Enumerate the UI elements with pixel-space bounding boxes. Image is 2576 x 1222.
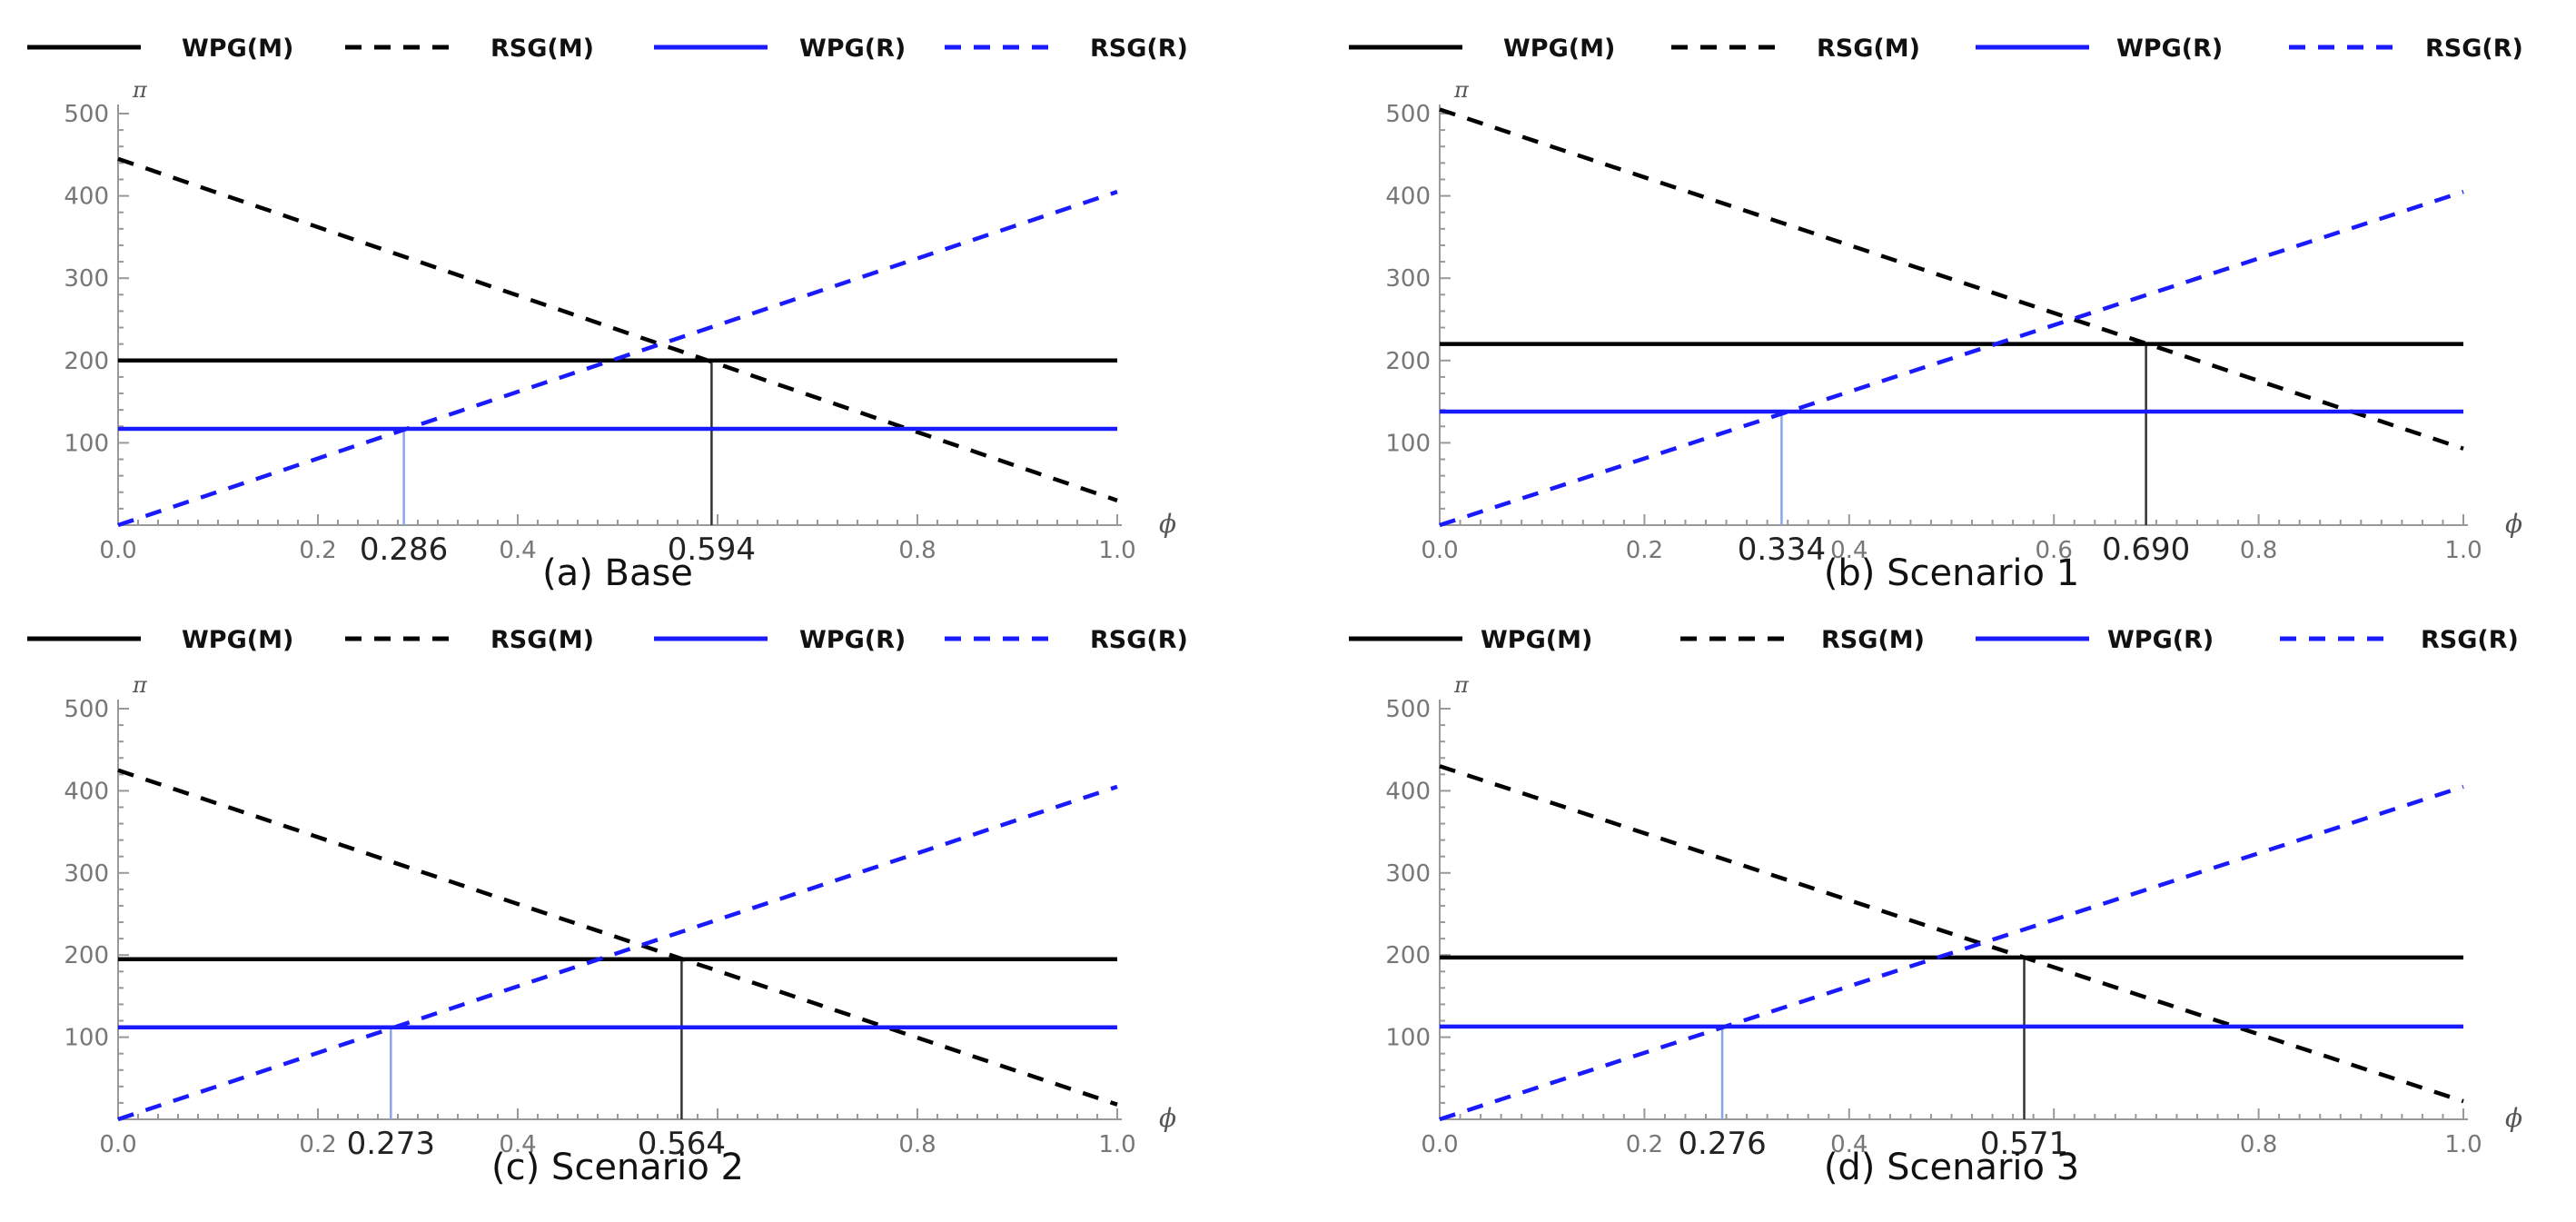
x-tick-label-0-8: 0.8: [2240, 537, 2277, 564]
series-line-rsg-r: [1439, 784, 2464, 1122]
y-tick-label-300: 300: [64, 265, 109, 293]
y-tick-label-500: 500: [1385, 101, 1431, 128]
x-tick-label-0-8: 0.8: [2240, 1131, 2277, 1158]
x-axis-name: ϕ: [2505, 1103, 2522, 1133]
series-line-rsg-r: [117, 784, 1118, 1122]
series-line-rsg-r: [1439, 189, 2464, 528]
legend-label-rsg-m: RSG(M): [490, 626, 594, 654]
y-tick-label-100: 100: [1385, 430, 1431, 457]
x-tick-label-1-0: 1.0: [2444, 537, 2482, 564]
critical-label-0-273: 0.273: [347, 1126, 435, 1162]
x-tick-label-0-4: 0.4: [499, 537, 536, 564]
x-tick-label-0-2: 0.2: [1626, 1131, 1663, 1158]
critical-label-0-690: 0.690: [2102, 532, 2190, 568]
y-tick-label-100: 100: [1385, 1025, 1431, 1052]
series-line-rsg-m: [117, 768, 1118, 1107]
panel-scenario-2: WPG(M) RSG(M) WPG(R) RSG(R) 100 200 300 400 500 0…: [27, 626, 1188, 1188]
x-tick-label-1-0: 1.0: [1098, 537, 1135, 564]
series-line-rsg-m: [117, 156, 1118, 502]
x-tick-label-0-2: 0.2: [299, 537, 336, 564]
y-tick-label-200: 200: [1385, 348, 1431, 375]
legend-label-rsg-m: RSG(M): [490, 35, 594, 63]
legend: WPG(M) RSG(M) WPG(R) RSG(R): [27, 35, 1188, 63]
y-axis-name: π: [132, 77, 148, 103]
x-axis-name: ϕ: [1159, 509, 1176, 539]
critical-label-0-334: 0.334: [1738, 532, 1826, 568]
y-tick-label-400: 400: [64, 184, 109, 211]
legend: WPG(M) RSG(M) WPG(R) RSG(R): [1349, 35, 2523, 63]
y-tick-label-500: 500: [64, 696, 109, 723]
legend-label-rsg-m: RSG(M): [1817, 35, 1920, 63]
legend: WPG(M) RSG(M) WPG(R) RSG(R): [1349, 626, 2519, 654]
y-tick-label-300: 300: [64, 860, 109, 888]
y-tick-label-400: 400: [1385, 184, 1431, 211]
legend-label-wpg-r: WPG(R): [799, 626, 906, 654]
x-tick-label-0-0: 0.0: [1421, 1131, 1458, 1158]
y-tick-label-200: 200: [1385, 942, 1431, 969]
legend-label-rsg-r: RSG(R): [2425, 35, 2523, 63]
legend-label-wpg-m: WPG(M): [1481, 626, 1592, 654]
critical-label-0-286: 0.286: [360, 532, 448, 568]
x-axis-name: ϕ: [2505, 509, 2522, 539]
x-tick-label-1-0: 1.0: [2444, 1131, 2482, 1158]
x-tick-label-0-0: 0.0: [99, 537, 136, 564]
critical-label-0-594: 0.594: [668, 532, 756, 568]
legend-label-rsg-m: RSG(M): [1821, 626, 1925, 654]
legend-label-wpg-m: WPG(M): [1503, 35, 1615, 63]
y-tick-label-400: 400: [64, 778, 109, 805]
legend-label-wpg-r: WPG(R): [799, 35, 906, 63]
y-tick-label-100: 100: [64, 1025, 109, 1052]
series-line-rsg-r: [117, 189, 1118, 528]
series-line-rsg-m: [1439, 107, 2464, 451]
y-axis-name: π: [1453, 672, 1470, 698]
x-tick-label-0-4: 0.4: [499, 1131, 536, 1158]
x-tick-label-0-0: 0.0: [1421, 537, 1458, 564]
critical-label-0-571: 0.571: [1980, 1126, 2068, 1162]
x-tick-label-0-2: 0.2: [1626, 537, 1663, 564]
critical-label-0-564: 0.564: [638, 1126, 726, 1162]
critical-label-0-276: 0.276: [1678, 1126, 1766, 1162]
y-tick-label-300: 300: [1385, 265, 1431, 293]
y-tick-label-500: 500: [64, 101, 109, 128]
y-tick-label-400: 400: [1385, 778, 1431, 805]
legend-label-wpg-m: WPG(M): [182, 35, 293, 63]
panel-title: (b) Scenario 1: [1824, 552, 2079, 594]
legend-label-wpg-r: WPG(R): [2116, 35, 2223, 63]
legend-label-rsg-r: RSG(R): [1090, 35, 1188, 63]
x-tick-label-0-0: 0.0: [99, 1131, 136, 1158]
panel-base: WPG(M) RSG(M) WPG(R) RSG(R) 100 200 300 400 500 0…: [27, 35, 1188, 594]
panel-title: (c) Scenario 2: [491, 1147, 744, 1188]
x-tick-label-0-4: 0.4: [1830, 537, 1868, 564]
x-tick-label-1-0: 1.0: [1098, 1131, 1135, 1158]
y-tick-label-100: 100: [64, 430, 109, 457]
x-tick-label-0-8: 0.8: [898, 537, 936, 564]
y-tick-label-500: 500: [1385, 696, 1431, 723]
x-tick-label-0-2: 0.2: [299, 1131, 336, 1158]
legend: WPG(M) RSG(M) WPG(R) RSG(R): [27, 626, 1188, 654]
y-tick-label-200: 200: [64, 942, 109, 969]
legend-label-rsg-r: RSG(R): [1090, 626, 1188, 654]
y-axis-name: π: [132, 672, 148, 698]
x-tick-label-0-4: 0.4: [1830, 1131, 1868, 1158]
x-axis-name: ϕ: [1159, 1103, 1176, 1133]
y-tick-label-300: 300: [1385, 860, 1431, 888]
x-tick-label-0-6: 0.6: [2036, 537, 2073, 564]
panel-scenario-3: WPG(M) RSG(M) WPG(R) RSG(R) 100 200 300 400 500 0…: [1349, 626, 2522, 1188]
panel-title: (d) Scenario 3: [1824, 1147, 2079, 1188]
x-tick-label-0-8: 0.8: [898, 1131, 936, 1158]
series-line-rsg-m: [1439, 764, 2464, 1104]
legend-label-wpg-m: WPG(M): [182, 626, 293, 654]
legend-label-wpg-r: WPG(R): [2107, 626, 2214, 654]
panel-scenario-1: WPG(M) RSG(M) WPG(R) RSG(R) 100 200 300 400 500 0…: [1349, 35, 2523, 594]
legend-label-rsg-r: RSG(R): [2421, 626, 2519, 654]
y-tick-label-200: 200: [64, 348, 109, 375]
panel-title: (a) Base: [542, 552, 693, 594]
y-axis-name: π: [1453, 77, 1470, 103]
